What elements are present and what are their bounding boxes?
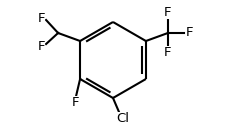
Text: F: F: [37, 12, 45, 25]
Text: F: F: [37, 39, 45, 52]
Text: F: F: [164, 5, 172, 19]
Text: F: F: [186, 27, 194, 39]
Text: Cl: Cl: [117, 112, 129, 124]
Text: F: F: [164, 45, 172, 59]
Text: F: F: [71, 96, 79, 108]
